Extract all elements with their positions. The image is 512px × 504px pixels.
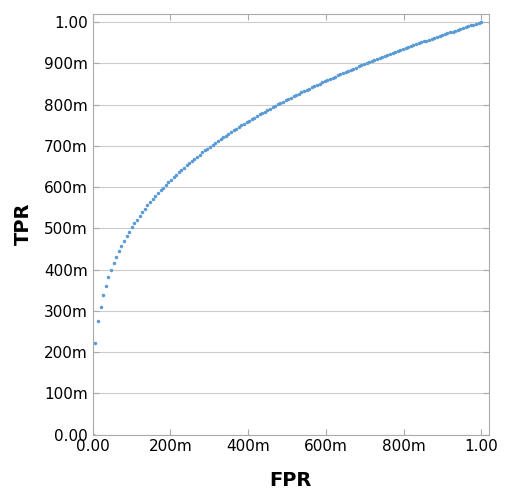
X-axis label: FPR: FPR <box>270 471 312 490</box>
Y-axis label: TPR: TPR <box>14 203 33 245</box>
